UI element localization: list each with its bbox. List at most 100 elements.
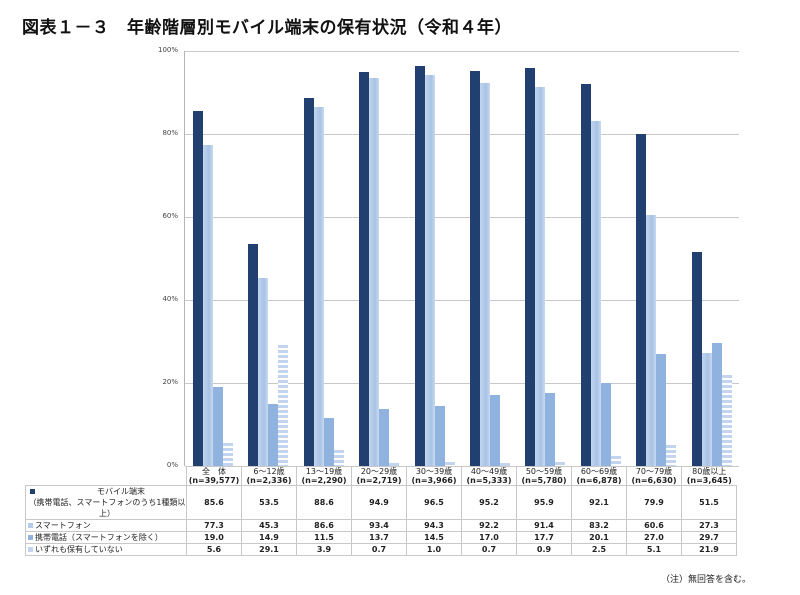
table-cell: 86.6	[296, 519, 352, 532]
bar	[500, 463, 510, 466]
table-row: 携帯電話（スマートフォンを除く） 19.0 14.9 11.5 13.7 14.5 17.0…	[25, 531, 737, 544]
table-cell: 17.0	[461, 531, 517, 544]
legend-swatch-icon	[28, 547, 33, 552]
bar	[434, 405, 445, 466]
table-cell: 5.6	[186, 543, 242, 556]
bar	[555, 462, 566, 466]
bar	[303, 98, 314, 466]
bar	[278, 345, 289, 466]
table-cell: 85.6	[186, 485, 242, 520]
gridline	[185, 217, 739, 218]
table-cell: 95.9	[516, 485, 572, 520]
table-cell: 83.2	[571, 519, 627, 532]
table-cell: 13.7	[351, 531, 407, 544]
category-label: 50～59歳 (n=5,780)	[516, 466, 572, 486]
bar	[323, 418, 334, 466]
bar	[610, 455, 621, 466]
bar	[414, 65, 425, 466]
bar	[646, 214, 657, 466]
bar	[490, 395, 500, 466]
category-label: 70～79歳 (n=6,630)	[626, 466, 682, 486]
table-cell: 11.5	[296, 531, 352, 544]
bar	[444, 461, 455, 466]
category-label: 全 体 (n=39,577)	[186, 466, 242, 486]
legend-swatch-icon	[28, 535, 33, 540]
table-cell: 93.4	[351, 519, 407, 532]
bar	[545, 392, 556, 466]
y-tick-label: 100%	[157, 46, 178, 54]
bar	[333, 449, 344, 466]
bar	[701, 352, 712, 466]
bar	[636, 134, 647, 466]
table-cell: 92.2	[461, 519, 517, 532]
bar	[666, 444, 677, 466]
table-cell: 60.6	[626, 519, 682, 532]
table-cell: 14.5	[406, 531, 462, 544]
bar	[203, 145, 213, 466]
legend-swatch-icon	[30, 489, 35, 494]
bar	[480, 83, 490, 466]
table-cell: 19.0	[186, 531, 242, 544]
footnote: （注）無回答を含む。	[661, 575, 752, 585]
bar	[470, 70, 480, 466]
table-cell: 20.1	[571, 531, 627, 544]
table-row: いずれも保有していない 5.6 29.1 3.9 0.7 1.0 0.7 0.9 2.5 5.1 2…	[25, 543, 737, 556]
bar	[590, 120, 601, 466]
bar	[721, 375, 732, 466]
series-label: いずれも保有していない	[25, 543, 187, 556]
bar	[691, 252, 702, 466]
bar	[389, 463, 400, 466]
bar	[248, 243, 259, 466]
bar	[258, 278, 269, 466]
table-cell: 5.1	[626, 543, 682, 556]
table-cell: 0.7	[351, 543, 407, 556]
table-cell: 29.7	[681, 531, 737, 544]
table-cell: 27.3	[681, 519, 737, 532]
table-cell: 29.1	[241, 543, 297, 556]
category-label: 60～69歳 (n=6,878)	[571, 466, 627, 486]
category-label: 20～29歳 (n=2,719)	[351, 466, 407, 486]
bar	[213, 387, 223, 466]
table-cell: 96.5	[406, 485, 462, 520]
table-cell: 51.5	[681, 485, 737, 520]
bar	[313, 106, 324, 466]
y-tick-label: 20%	[162, 378, 178, 386]
table-cell: 79.9	[626, 485, 682, 520]
table-cell: 92.1	[571, 485, 627, 520]
plot-area	[184, 51, 739, 467]
table-cell: 45.3	[241, 519, 297, 532]
bar	[369, 78, 380, 466]
bar	[600, 382, 611, 466]
table-cell: 2.5	[571, 543, 627, 556]
y-tick-label: 0%	[166, 461, 178, 469]
data-table: 全 体 (n=39,577) 6～12歳 (n=2,336) 13～19歳 (n=2,29…	[25, 466, 737, 556]
table-cell: 1.0	[406, 543, 462, 556]
table-row: モバイル端末 （携帯電話、スマートフォンのうち1種類以上） 85.6 53.5 88.6…	[25, 485, 737, 520]
bar	[656, 353, 667, 466]
table-cell: 91.4	[516, 519, 572, 532]
table-cell: 94.9	[351, 485, 407, 520]
series-label: 携帯電話（スマートフォンを除く）	[25, 531, 187, 544]
table-cell: 3.9	[296, 543, 352, 556]
bar	[535, 86, 546, 466]
y-tick-label: 60%	[162, 212, 178, 220]
table-cell: 14.9	[241, 531, 297, 544]
table-cell: 17.7	[516, 531, 572, 544]
table-cell: 21.9	[681, 543, 737, 556]
gridline	[185, 134, 739, 135]
bar	[193, 110, 203, 466]
table-cell: 77.3	[186, 519, 242, 532]
category-label: 6～12歳 (n=2,336)	[241, 466, 297, 486]
bar	[711, 342, 722, 466]
bar	[525, 68, 536, 466]
gridline	[185, 51, 739, 52]
bar	[223, 442, 233, 466]
table-cell: 0.9	[516, 543, 572, 556]
bar	[580, 83, 591, 466]
category-label: 13～19歳 (n=2,290)	[296, 466, 352, 486]
bar	[424, 74, 435, 466]
table-row: スマートフォン 77.3 45.3 86.6 93.4 94.3 92.2 91.4 83.2 6…	[25, 519, 737, 532]
chart-title: 図表１－３ 年齢階層別モバイル端末の保有状況（令和４年）	[22, 18, 512, 38]
table-cell: 53.5	[241, 485, 297, 520]
series-label: モバイル端末 （携帯電話、スマートフォンのうち1種類以上）	[25, 485, 187, 520]
